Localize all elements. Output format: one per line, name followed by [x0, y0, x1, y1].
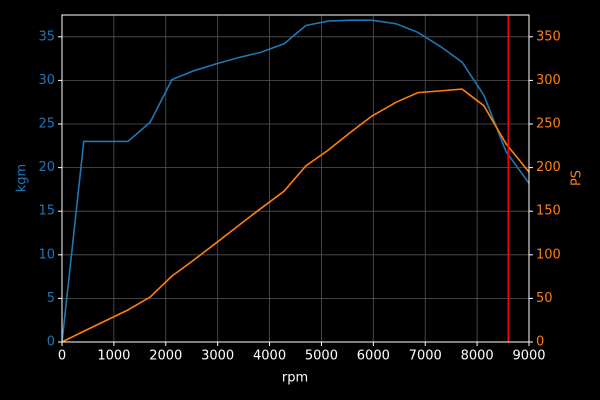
y-tick-label: 10	[38, 247, 55, 262]
x-tick-label: 2000	[149, 349, 182, 364]
series-line	[61, 19, 530, 343]
y-tick-label: 25	[38, 117, 55, 132]
y2-tick-label: 100	[536, 247, 561, 262]
y2-tick-label: 250	[536, 117, 561, 132]
series-line	[61, 88, 530, 343]
y-tick-label: 5	[47, 291, 55, 306]
x-tick-label: 9000	[512, 349, 545, 364]
x-tick-label: 1000	[97, 349, 130, 364]
x-tick-label: 0	[58, 349, 66, 364]
x-tick-label: 3000	[201, 349, 234, 364]
x-tick-label: 6000	[357, 349, 390, 364]
y-tick-label: 20	[38, 160, 55, 175]
x-tick-label: 5000	[305, 349, 338, 364]
plot-frame	[61, 14, 530, 343]
y-tick-label: 35	[38, 29, 55, 44]
y2-axis-label: PS	[570, 170, 585, 186]
y-tick-label: 30	[38, 73, 55, 88]
y-tick-label: 15	[38, 204, 55, 219]
y2-tick-label: 300	[536, 73, 561, 88]
y-tick-label: 0	[47, 335, 55, 350]
y2-tick-label: 350	[536, 29, 561, 44]
y2-tick-label: 150	[536, 204, 561, 219]
x-tick-label: 4000	[253, 349, 286, 364]
y2-tick-label: 50	[536, 291, 553, 306]
y2-tick-label: 200	[536, 160, 561, 175]
x-tick-label: 7000	[409, 349, 442, 364]
y2-tick-label: 0	[536, 335, 544, 350]
x-tick-label: 8000	[461, 349, 494, 364]
x-axis-label: rpm	[282, 371, 308, 386]
y-axis-label: kgm	[15, 164, 30, 192]
